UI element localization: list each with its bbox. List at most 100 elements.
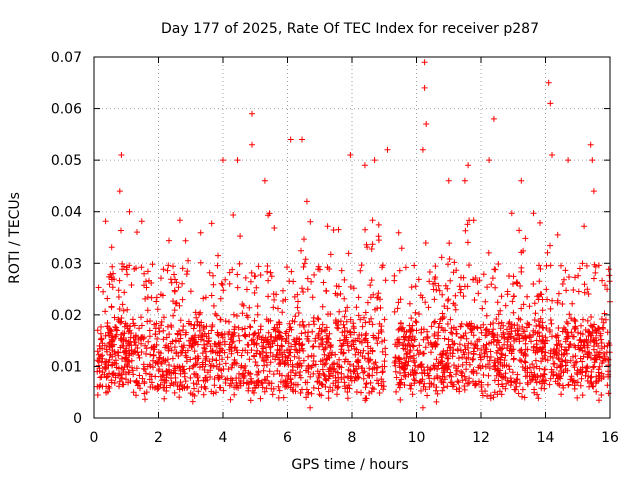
data-point — [519, 364, 526, 370]
data-point — [547, 317, 554, 323]
data-point — [120, 366, 127, 373]
data-point — [530, 373, 537, 380]
data-point — [584, 286, 591, 293]
data-point — [425, 340, 432, 346]
data-point — [190, 336, 197, 343]
data-point — [338, 364, 345, 371]
data-point — [348, 343, 355, 350]
data-point — [97, 382, 104, 389]
x-tick-label: 12 — [472, 430, 490, 446]
data-point — [455, 355, 462, 362]
data-point — [323, 324, 330, 331]
data-point — [100, 288, 107, 295]
data-point — [157, 381, 164, 388]
data-point — [213, 363, 220, 370]
data-point — [145, 338, 152, 345]
data-point — [147, 318, 153, 324]
data-point — [441, 335, 448, 342]
data-point — [159, 368, 166, 375]
data-point — [275, 334, 282, 341]
data-point — [116, 277, 123, 284]
data-point — [108, 379, 115, 386]
data-point — [259, 384, 266, 391]
data-points — [94, 59, 613, 411]
data-point — [131, 348, 138, 355]
data-point — [588, 368, 595, 375]
x-tick-label: 8 — [348, 430, 357, 446]
data-point — [242, 332, 249, 339]
data-point — [402, 373, 409, 380]
data-point — [229, 266, 236, 273]
data-point — [501, 357, 508, 364]
data-point — [524, 365, 531, 372]
data-point — [183, 271, 190, 278]
data-point — [547, 242, 553, 249]
data-point — [301, 260, 308, 267]
data-point — [220, 387, 227, 394]
data-point — [458, 286, 464, 293]
data-point — [271, 225, 278, 231]
data-point — [344, 304, 351, 311]
data-point — [110, 270, 117, 277]
x-tick-labels: 0 2 4 6 8 10 12 14 16 — [90, 430, 619, 446]
data-point — [422, 344, 429, 351]
data-point — [144, 268, 151, 275]
data-point — [341, 332, 348, 339]
data-point — [128, 342, 135, 349]
data-point — [225, 331, 232, 338]
data-point — [411, 359, 418, 366]
data-point — [300, 347, 307, 354]
data-point — [447, 379, 454, 386]
data-point — [405, 337, 412, 344]
data-point — [352, 351, 359, 358]
data-point — [281, 349, 288, 356]
data-point — [254, 371, 261, 378]
data-point — [548, 369, 555, 376]
data-point — [329, 349, 336, 356]
data-point — [160, 336, 167, 343]
data-point — [106, 385, 113, 391]
data-point — [449, 353, 456, 360]
data-point — [298, 362, 305, 369]
data-point — [205, 338, 212, 345]
data-point — [369, 347, 376, 354]
data-point — [513, 279, 520, 286]
data-point — [196, 322, 203, 329]
data-point — [520, 247, 527, 254]
data-point — [179, 265, 186, 272]
data-point — [277, 378, 284, 385]
data-point — [299, 318, 306, 325]
data-point — [547, 100, 554, 107]
data-point — [396, 339, 403, 346]
data-point — [549, 152, 555, 158]
data-point — [358, 339, 365, 346]
data-point — [299, 285, 305, 292]
data-point — [324, 223, 331, 230]
data-point — [584, 354, 591, 361]
data-point — [543, 286, 550, 293]
data-point — [249, 387, 256, 394]
y-tick-label: 0.02 — [51, 308, 82, 324]
data-point — [495, 381, 502, 388]
data-point — [540, 325, 547, 331]
data-point — [176, 383, 183, 390]
data-point — [445, 336, 452, 343]
data-point — [252, 359, 259, 365]
data-point — [202, 357, 209, 363]
data-point — [413, 319, 420, 326]
data-point — [485, 249, 492, 256]
data-point — [245, 342, 252, 348]
data-point — [202, 348, 209, 355]
data-point — [307, 404, 314, 411]
data-point — [327, 342, 334, 349]
data-point — [470, 368, 477, 375]
data-point — [292, 381, 299, 388]
data-point — [213, 357, 220, 364]
data-point — [300, 264, 307, 270]
data-point — [251, 380, 258, 387]
data-point — [276, 387, 283, 394]
data-point — [456, 341, 463, 348]
data-point — [364, 299, 371, 306]
data-point — [232, 359, 239, 366]
data-point — [131, 322, 138, 329]
